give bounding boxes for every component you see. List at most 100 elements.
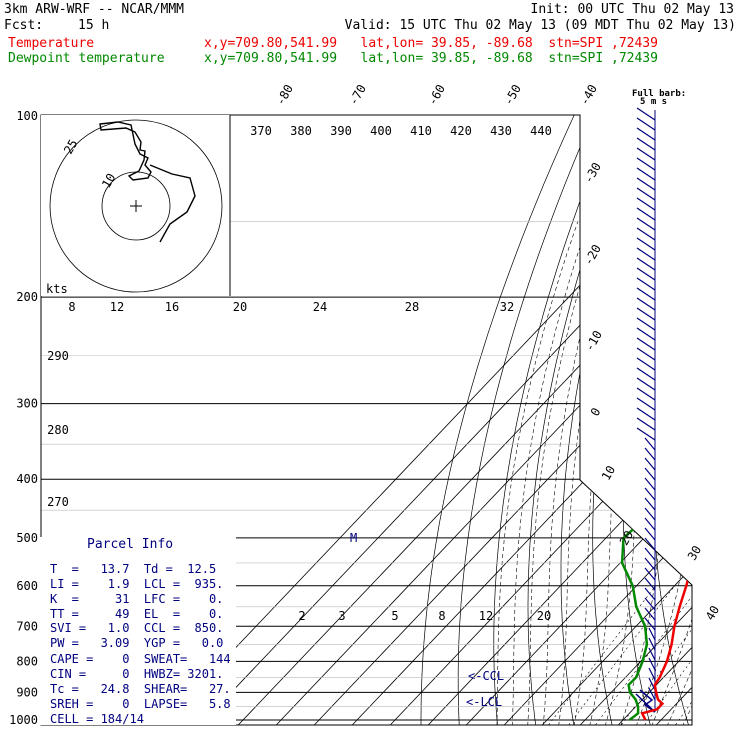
parcel-row: LI = 1.9 LCL = 935.: [50, 577, 224, 591]
wind-barb: [648, 677, 656, 691]
theta-tick-label: 390: [330, 124, 352, 138]
parcel-row: CIN = 0 HWBZ= 3201.: [50, 667, 224, 681]
pressure-tick-label: 900: [16, 685, 38, 699]
wind-barb: [644, 557, 656, 571]
ccl-marker: <-CCL: [468, 669, 504, 683]
pressure-tick-label: 200: [16, 290, 38, 304]
isotherm-tick-label: -60: [425, 82, 448, 108]
init-time: Init: 00 UTC Thu 02 May 13: [530, 2, 735, 17]
mixing-ratio-line: [562, 585, 675, 725]
isotherm-line: [230, 115, 692, 725]
hodograph: [41, 115, 231, 296]
theta-tick-label: 290: [47, 349, 69, 363]
wind-barb: [644, 547, 656, 561]
pressure-tick-label: 400: [16, 472, 38, 486]
dry-adiabat: [493, 115, 626, 725]
wind-barb: [636, 177, 656, 191]
isotherm-line: [648, 115, 692, 725]
theta-tick-label: 420: [450, 124, 472, 138]
dry-adiabat: [736, 87, 740, 733]
theta-tick-label: 380: [290, 124, 312, 138]
isotherm-tick-label: -40: [577, 82, 600, 108]
wind-barb: [636, 247, 656, 261]
moist-adiabat: [663, 221, 692, 725]
mixing-ratio-label: 20: [537, 609, 551, 623]
wind-barb: [636, 277, 656, 291]
parcel-row: PW = 3.09 YGP = 0.0: [50, 636, 224, 650]
theta-tick-label: 280: [47, 423, 69, 437]
pressure-tick-label: 300: [16, 397, 38, 411]
isotherm-line: [610, 115, 692, 725]
isotherm-tick-label: 10: [599, 463, 618, 483]
wind-barb: [636, 337, 656, 351]
wind-barb: [636, 137, 656, 151]
temperature-trace: [640, 115, 692, 721]
wind-barb: [636, 107, 656, 121]
forecast-label: Fcst:: [4, 18, 44, 33]
moist-adiabat: [648, 221, 692, 725]
wind-barb: [636, 287, 656, 301]
wind-barb: [644, 607, 656, 621]
isotherm-line: [496, 115, 692, 725]
wind-barb: [644, 467, 656, 481]
wind-barb: [636, 327, 656, 341]
wind-barb: [644, 477, 656, 491]
wind-barbs: [635, 107, 656, 713]
parcel-row: Tc = 24.8 SHEAR= 27.: [50, 682, 231, 696]
hodo-speed-label: 8: [68, 300, 75, 314]
wind-barb: [636, 147, 656, 161]
wind-barb: [636, 167, 656, 181]
wind-barb: [636, 427, 656, 441]
dewpoint-trace: [620, 115, 692, 721]
lcl-marker: <-LCL: [466, 695, 502, 709]
dry-adiabat: [622, 115, 692, 725]
mixing-ratio-label: 3: [338, 609, 345, 623]
wind-barb: [644, 447, 656, 461]
isotherm-line: [192, 115, 692, 725]
parcel-row: TT = 49 EL = 0.: [50, 607, 224, 621]
mixing-ratio-label: 8: [438, 609, 445, 623]
isotherm-tick-label: 20: [617, 528, 636, 548]
wind-barb: [636, 197, 656, 211]
wind-barb: [644, 617, 656, 631]
wind-barb: [636, 347, 656, 361]
forecast-hours: 15 h: [78, 18, 110, 33]
hodograph-ring-outer-label: 25: [61, 137, 80, 157]
wind-barb: [636, 157, 656, 171]
wind-barb: [644, 567, 656, 581]
wind-barb: [636, 207, 656, 221]
theta-tick-label: 370: [250, 124, 272, 138]
parcel-row: T = 13.7 Td = 12.5: [50, 562, 217, 576]
parcel-row: SVI = 1.0 CCL = 850.: [50, 621, 224, 635]
wind-barb: [644, 497, 656, 511]
parcel-row: K = 31 LFC = 0.: [50, 592, 224, 606]
wind-barb: [636, 317, 656, 331]
pressure-tick-label: 800: [16, 654, 38, 668]
isotherm-tick-label: -30: [581, 160, 604, 186]
hodograph-ring: [49, 119, 223, 293]
wind-barb-cluster: [635, 689, 656, 713]
isotherm-line: [154, 115, 692, 725]
theta-tick-label: 440: [530, 124, 552, 138]
wind-barb: [636, 237, 656, 251]
hodograph-unit: kts: [46, 282, 68, 296]
theta-tick-label: 270: [47, 495, 69, 509]
mixing-ratio-label: 5: [391, 609, 398, 623]
temperature-legend: Temperature: [8, 36, 95, 51]
wind-barb: [644, 507, 656, 521]
parcel-row: CAPE = 0 SWEAT= 144: [50, 652, 231, 666]
mixing-ratio-label: 12: [479, 609, 493, 623]
wind-barb: [644, 587, 656, 601]
wind-barb: [636, 217, 656, 231]
wind-barb: [636, 257, 656, 271]
wind-barb: [636, 367, 656, 381]
wind-barb: [636, 417, 656, 431]
pressure-tick-label: 600: [16, 579, 38, 593]
wind-barb: [644, 537, 656, 551]
wind-barb: [636, 267, 656, 281]
valid-time: Valid: 15 UTC Thu 02 May 13 (09 MDT Thu …: [344, 18, 736, 33]
model-title: 3km ARW-WRF -- NCAR/MMM: [4, 2, 185, 17]
dry-adiabat: [560, 115, 664, 725]
wind-barb: [636, 187, 656, 201]
